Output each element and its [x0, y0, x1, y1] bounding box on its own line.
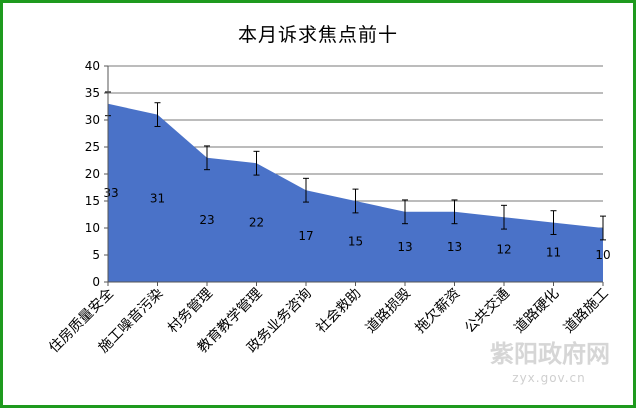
- watermark-url: zyx.gov.cn: [512, 371, 586, 385]
- error-bar: [550, 210, 557, 235]
- y-tick-label: 35: [85, 86, 100, 100]
- data-label: 13: [447, 240, 462, 254]
- area-series: [108, 103, 603, 282]
- x-tick-label: 道路损毁: [363, 286, 414, 337]
- data-label: 11: [546, 245, 561, 259]
- x-tick-label: 道路施工: [561, 286, 612, 337]
- data-label: 22: [249, 216, 264, 230]
- y-tick-label: 40: [85, 59, 100, 73]
- y-tick-label: 5: [92, 248, 100, 262]
- error-bar: [501, 204, 507, 230]
- x-tick-label: 公共交通: [461, 285, 513, 337]
- error-bar: [303, 177, 309, 203]
- data-label: 15: [348, 235, 363, 249]
- y-tick-label: 10: [85, 221, 100, 235]
- y-tick-label: 20: [85, 167, 100, 181]
- data-label: 12: [496, 243, 511, 257]
- data-label: 23: [199, 213, 214, 227]
- error-bar: [352, 188, 359, 214]
- error-bar: [253, 150, 260, 176]
- y-tick-label: 0: [92, 275, 100, 289]
- error-bar: [402, 199, 408, 225]
- y-tick-label: 15: [85, 194, 100, 208]
- x-tick-label: 道路硬化: [511, 286, 562, 337]
- x-tick-label: 村务管理: [165, 286, 216, 337]
- data-label: 31: [150, 191, 165, 205]
- y-tick-label: 30: [85, 113, 100, 127]
- x-tick-label: 拖欠薪资: [412, 286, 463, 337]
- data-label: 17: [298, 229, 313, 243]
- data-label: 13: [397, 240, 412, 254]
- chart-title: 本月诉求焦点前十: [237, 24, 398, 46]
- watermark-logo: 紫阳政府网: [490, 340, 610, 368]
- y-tick-label: 25: [85, 140, 100, 154]
- error-bar: [600, 215, 606, 241]
- x-tick-label: 社会救助: [313, 286, 364, 337]
- data-label: 10: [595, 248, 610, 262]
- error-bar: [451, 199, 458, 225]
- error-bar: [154, 102, 161, 127]
- data-label: 33: [103, 186, 118, 200]
- error-bar: [204, 145, 210, 171]
